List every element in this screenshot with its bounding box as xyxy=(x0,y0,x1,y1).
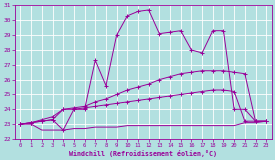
X-axis label: Windchill (Refroidissement éolien,°C): Windchill (Refroidissement éolien,°C) xyxy=(69,150,217,156)
